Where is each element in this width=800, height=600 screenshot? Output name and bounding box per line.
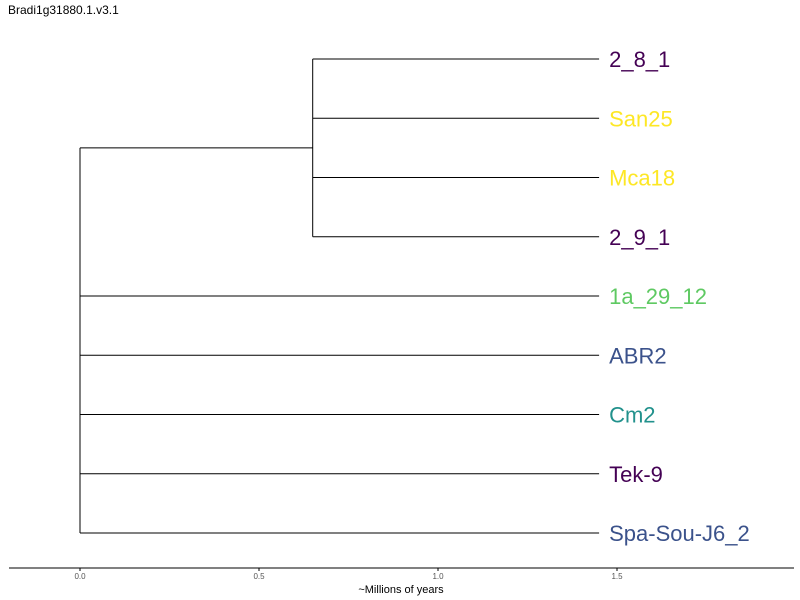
- leaf-label: San25: [609, 106, 673, 131]
- x-tick-label: 0.5: [253, 572, 265, 581]
- leaf-labels: 2_8_1 San25 Mca18 2_9_1 1a_29_12 ABR2 Cm2 Tek-9…: [609, 47, 750, 546]
- leaf-label: 1a_29_12: [609, 284, 707, 309]
- leaf-label: Spa-Sou-J6_2: [609, 521, 750, 546]
- x-axis: 0.0 0.5 1.0 1.5 ~Millions of years: [9, 567, 794, 596]
- x-axis-ticks: 0.0 0.5 1.0 1.5: [74, 568, 623, 581]
- x-tick-label: 1.0: [432, 572, 444, 581]
- x-tick-label: 0.0: [74, 572, 86, 581]
- tree-branches: [79, 58, 600, 534]
- leaf-label: 2_8_1: [609, 47, 670, 72]
- leaf-label: Mca18: [609, 166, 675, 191]
- x-axis-label: ~Millions of years: [358, 584, 444, 596]
- leaf-label: ABR2: [609, 343, 666, 368]
- leaf-label: 2_9_1: [609, 225, 670, 250]
- x-tick-label: 1.5: [611, 572, 623, 581]
- page-title: Bradi1g31880.1.v3.1: [8, 3, 119, 17]
- leaf-label: Cm2: [609, 403, 655, 428]
- leaf-label: Tek-9: [609, 462, 663, 487]
